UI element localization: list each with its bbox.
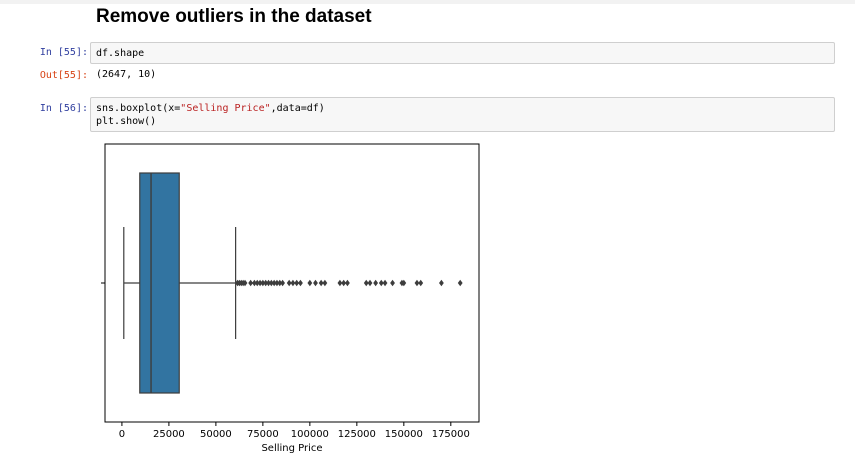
outlier-point	[257, 279, 263, 287]
code-string-token: "Selling Price"	[180, 103, 271, 114]
outlier-point	[367, 279, 373, 287]
output-prompt-55: Out[55]:	[39, 70, 88, 81]
x-tick-label: 25000	[153, 429, 185, 440]
outlier-point	[322, 279, 328, 287]
outlier-point	[414, 279, 420, 287]
output-text-55: (2647, 10)	[96, 69, 157, 80]
outlier-point	[401, 279, 407, 287]
outlier-point	[263, 279, 269, 287]
outlier-point	[266, 279, 271, 287]
outlier-point	[363, 279, 369, 287]
outlier-point	[382, 279, 388, 287]
outlier-point	[390, 279, 395, 287]
outlier-point	[345, 279, 350, 287]
outlier-point	[373, 279, 379, 287]
outlier-point	[280, 279, 286, 287]
outlier-point	[298, 279, 303, 287]
top-border	[0, 0, 855, 4]
code-cell-55[interactable]: df.shape	[90, 42, 835, 64]
x-tick-label: 50000	[200, 429, 232, 440]
outlier-point	[439, 279, 444, 287]
plot-frame	[104, 143, 480, 423]
outlier-point	[337, 279, 343, 287]
code-line: plt.show()	[96, 116, 157, 127]
outlier-point	[457, 279, 463, 287]
outlier-point	[290, 279, 296, 287]
code-token: ,data=df)	[270, 103, 325, 114]
outlier-point	[277, 279, 283, 287]
outlier-point	[286, 279, 292, 287]
boxplot-chart: 0 25000 50000 75000 100000 125000 150000 175000…	[101, 143, 480, 454]
input-prompt-56: In [56]:	[39, 103, 88, 114]
x-tick-label: 150000	[385, 429, 423, 440]
outlier-point	[252, 279, 257, 287]
outlier-point	[418, 279, 424, 287]
outlier-point	[378, 279, 384, 287]
outlier-point	[307, 279, 313, 287]
x-tick-label: 125000	[338, 429, 376, 440]
outlier-point	[318, 279, 324, 287]
outlier-point	[242, 279, 248, 287]
outlier-point	[341, 279, 347, 287]
outlier-point	[271, 279, 277, 287]
x-axis-label: Selling Price	[261, 443, 322, 454]
code-cell-56[interactable]: sns.boxplot(x="Selling Price",data=df) p…	[90, 97, 835, 132]
x-tick-label: 175000	[432, 429, 470, 440]
outlier-point	[294, 279, 300, 287]
outlier-point	[268, 279, 274, 287]
outlier-point	[274, 279, 280, 287]
code-text: df.shape	[96, 48, 145, 59]
outlier-point	[260, 279, 266, 287]
code-token: sns.boxplot(x=	[96, 103, 181, 114]
box-iqr	[139, 172, 180, 394]
x-tick-label: 100000	[291, 429, 329, 440]
input-prompt-55: In [55]:	[39, 47, 88, 58]
outlier-point	[254, 279, 260, 287]
outlier-point	[248, 279, 254, 287]
x-tick-label: 0	[119, 429, 125, 440]
section-heading: Remove outliers in the dataset	[96, 6, 372, 27]
x-tick-label: 75000	[247, 429, 279, 440]
outlier-point	[313, 279, 318, 287]
